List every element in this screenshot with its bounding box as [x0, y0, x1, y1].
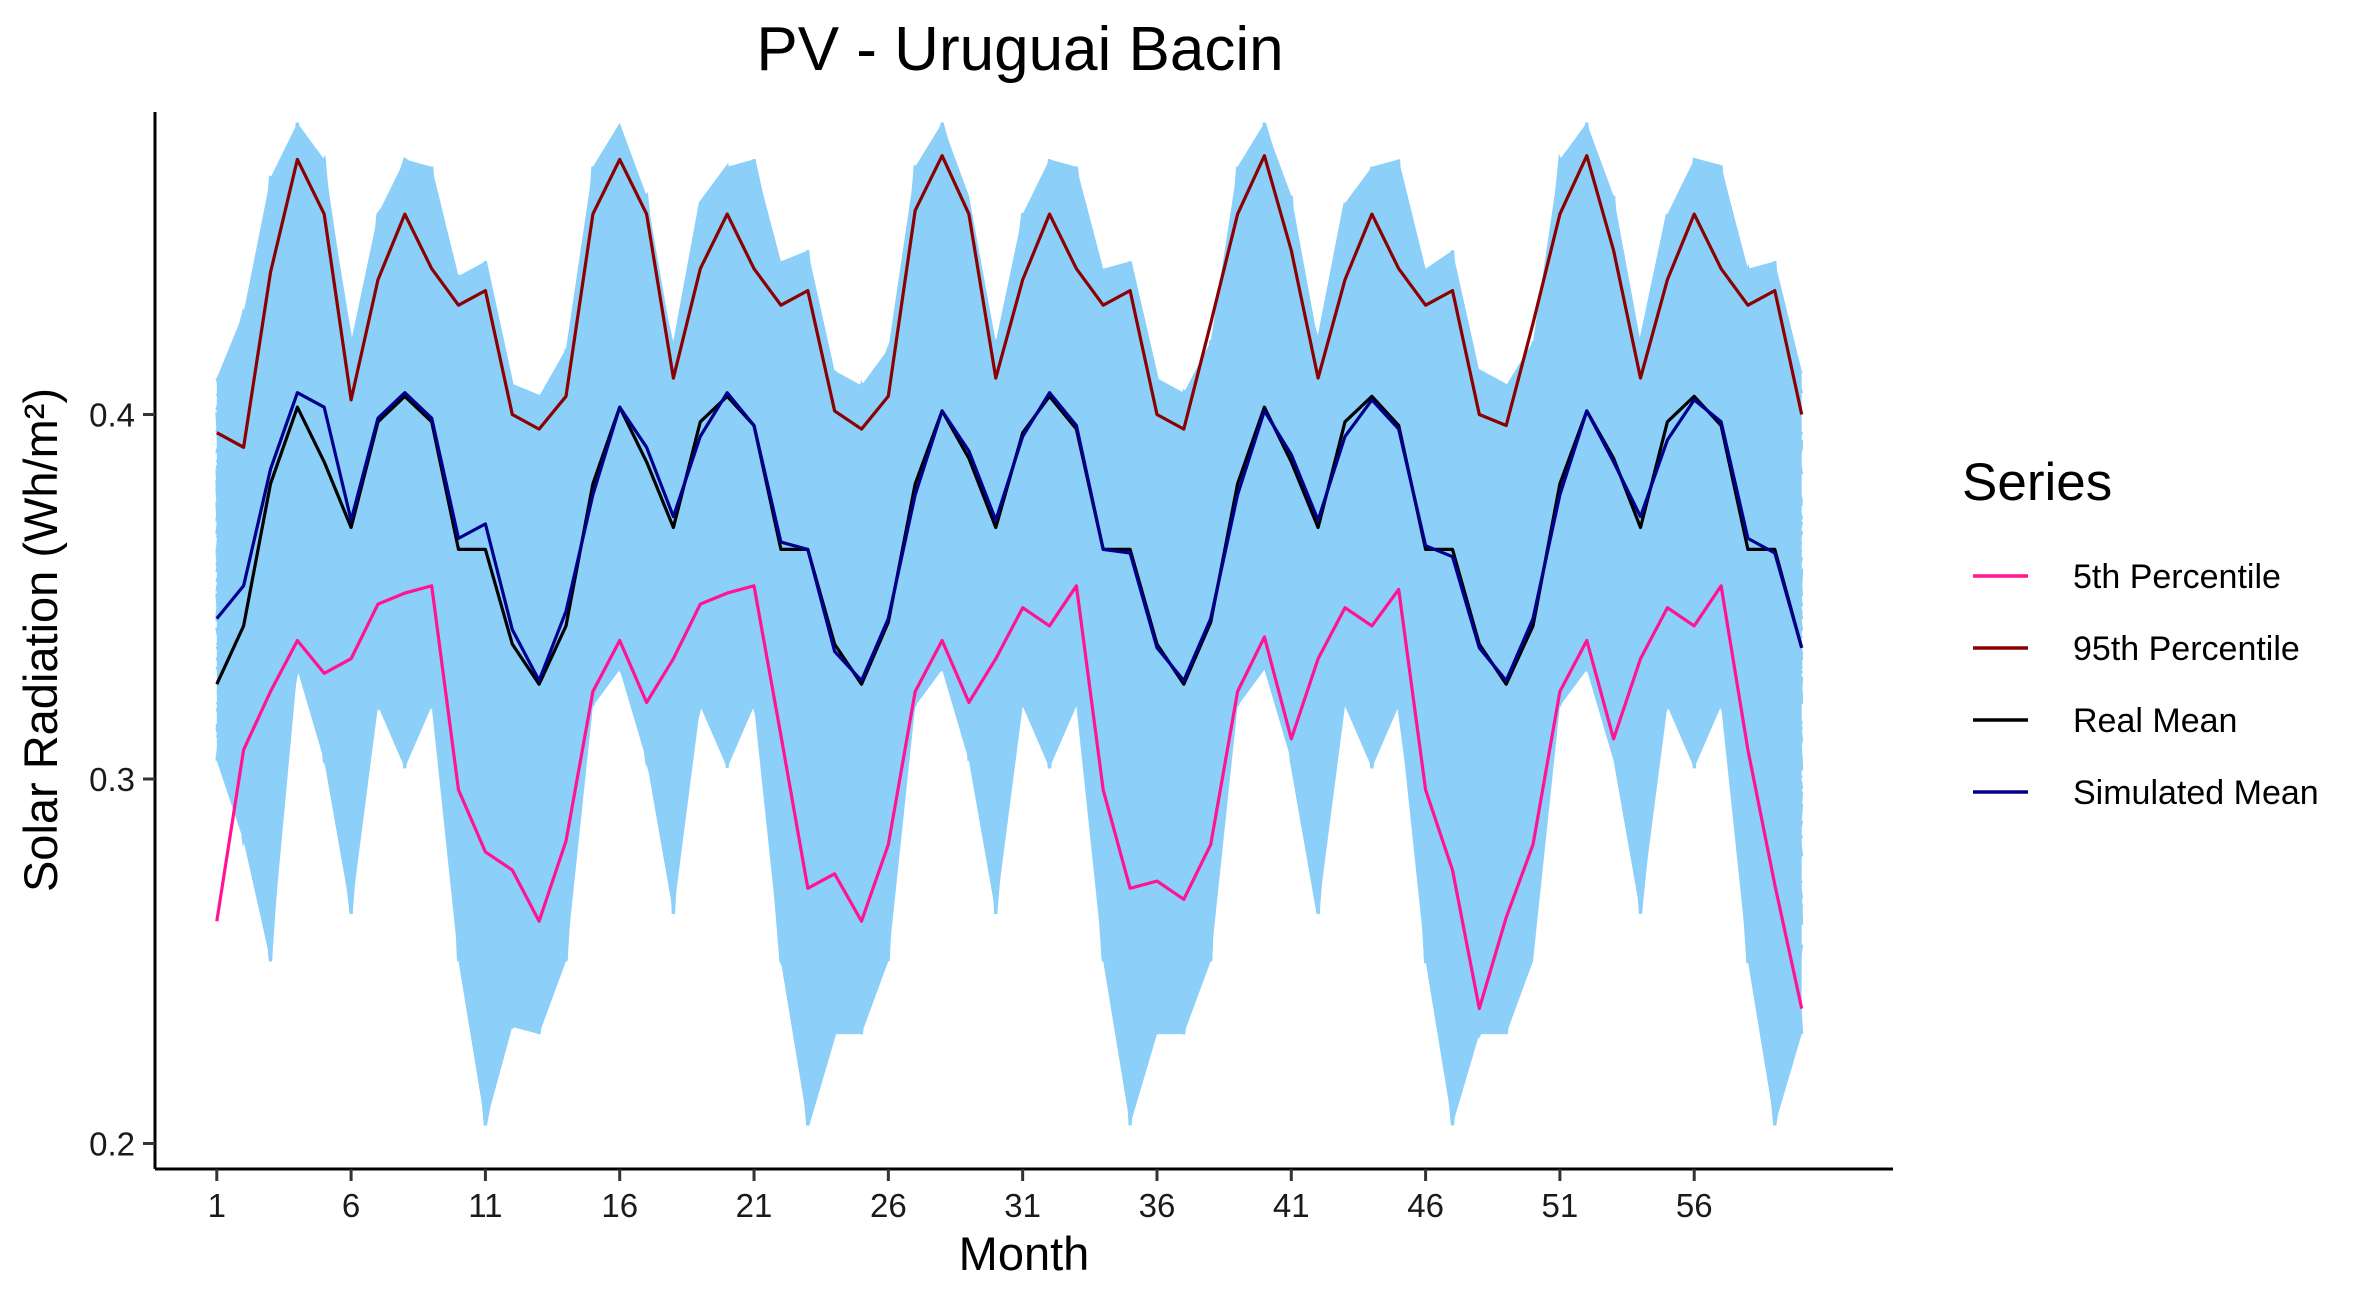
simulation-line — [216, 156, 1803, 1126]
x-tick-label: 16 — [601, 1187, 638, 1224]
legend-label-95th-percentile: 95th Percentile — [2073, 630, 2300, 668]
simulation-line — [216, 159, 1804, 962]
legend-label-real-mean: Real Mean — [2073, 702, 2237, 740]
y-axis-title: Solar Radiation (Wh/m²) — [14, 388, 67, 892]
simulation-line — [215, 341, 1803, 870]
chart-title: PV - Uruguai Bacin — [756, 15, 1283, 84]
legend-label-simulated-mean: Simulated Mean — [2073, 774, 2319, 812]
y-tick-label: 0.3 — [89, 761, 135, 798]
x-tick-label: 21 — [736, 1187, 773, 1224]
series-line-5th-percentile — [215, 584, 1804, 1011]
series-line-95th-percentile — [216, 154, 1804, 449]
x-tick-label: 51 — [1542, 1187, 1579, 1224]
x-tick-label: 26 — [870, 1187, 907, 1224]
x-axis-title: Month — [959, 1227, 1090, 1280]
x-tick-label: 6 — [342, 1187, 360, 1224]
legend: Series 5th Percentile 95th Percentile Real… — [1962, 453, 2319, 812]
x-axis-ticks: 1 6 11 16 21 26 31 36 41 46 51 56 — [208, 1169, 1713, 1224]
y-tick-label: 0.4 — [89, 397, 135, 434]
legend-title: Series — [1962, 453, 2112, 512]
y-tick-label: 0.2 — [89, 1125, 135, 1162]
series-layer — [215, 154, 1804, 1011]
simulation-band-layer — [215, 122, 1804, 1126]
y-axis-ticks: 0.2 0.3 0.4 — [89, 397, 155, 1162]
x-tick-label: 46 — [1407, 1187, 1444, 1224]
x-tick-label: 11 — [468, 1187, 502, 1224]
legend-label-5th-percentile: 5th Percentile — [2073, 558, 2281, 596]
plot-area — [215, 122, 1804, 1126]
x-tick-label: 36 — [1139, 1187, 1176, 1224]
legend-entries: 5th Percentile 95th Percentile Real Mean Si… — [1973, 558, 2319, 812]
x-tick-label: 41 — [1273, 1187, 1310, 1224]
x-tick-label: 31 — [1004, 1187, 1041, 1224]
x-tick-label: 1 — [208, 1187, 226, 1224]
series-line-simulated-mean — [215, 391, 1804, 683]
x-tick-label: 56 — [1676, 1187, 1713, 1224]
